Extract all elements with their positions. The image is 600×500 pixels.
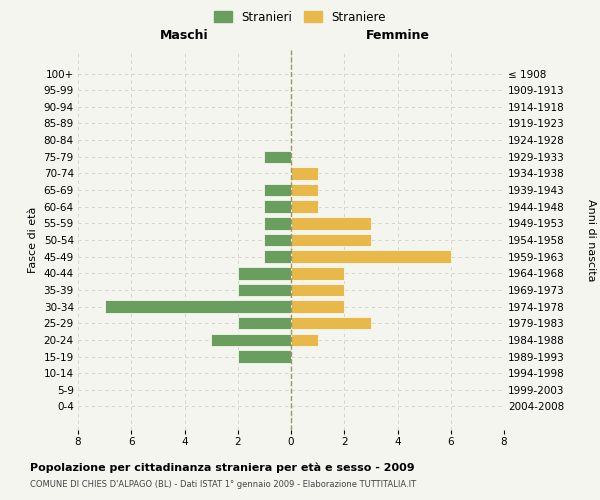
Bar bbox=[291, 250, 451, 263]
Bar bbox=[265, 200, 291, 213]
Bar bbox=[291, 317, 371, 330]
Bar bbox=[291, 334, 317, 346]
Bar bbox=[291, 234, 371, 246]
Bar bbox=[291, 200, 317, 213]
Text: Maschi: Maschi bbox=[160, 30, 209, 43]
Bar bbox=[265, 234, 291, 246]
Bar bbox=[238, 350, 291, 363]
Bar bbox=[291, 284, 344, 296]
Bar bbox=[238, 317, 291, 330]
Text: Popolazione per cittadinanza straniera per età e sesso - 2009: Popolazione per cittadinanza straniera p… bbox=[30, 462, 415, 473]
Bar bbox=[238, 267, 291, 280]
Y-axis label: Anni di nascita: Anni di nascita bbox=[586, 198, 596, 281]
Bar bbox=[291, 184, 317, 196]
Bar bbox=[211, 334, 291, 346]
Bar bbox=[291, 217, 371, 230]
Bar bbox=[104, 300, 291, 313]
Y-axis label: Fasce di età: Fasce di età bbox=[28, 207, 38, 273]
Bar bbox=[265, 217, 291, 230]
Bar bbox=[265, 184, 291, 196]
Legend: Stranieri, Straniere: Stranieri, Straniere bbox=[209, 6, 391, 28]
Bar bbox=[265, 150, 291, 163]
Bar bbox=[238, 284, 291, 296]
Bar bbox=[265, 250, 291, 263]
Bar bbox=[291, 167, 317, 179]
Text: COMUNE DI CHIES D'ALPAGO (BL) - Dati ISTAT 1° gennaio 2009 - Elaborazione TUTTIT: COMUNE DI CHIES D'ALPAGO (BL) - Dati IST… bbox=[30, 480, 416, 489]
Text: Femmine: Femmine bbox=[365, 30, 430, 43]
Bar bbox=[291, 300, 344, 313]
Bar bbox=[291, 267, 344, 280]
